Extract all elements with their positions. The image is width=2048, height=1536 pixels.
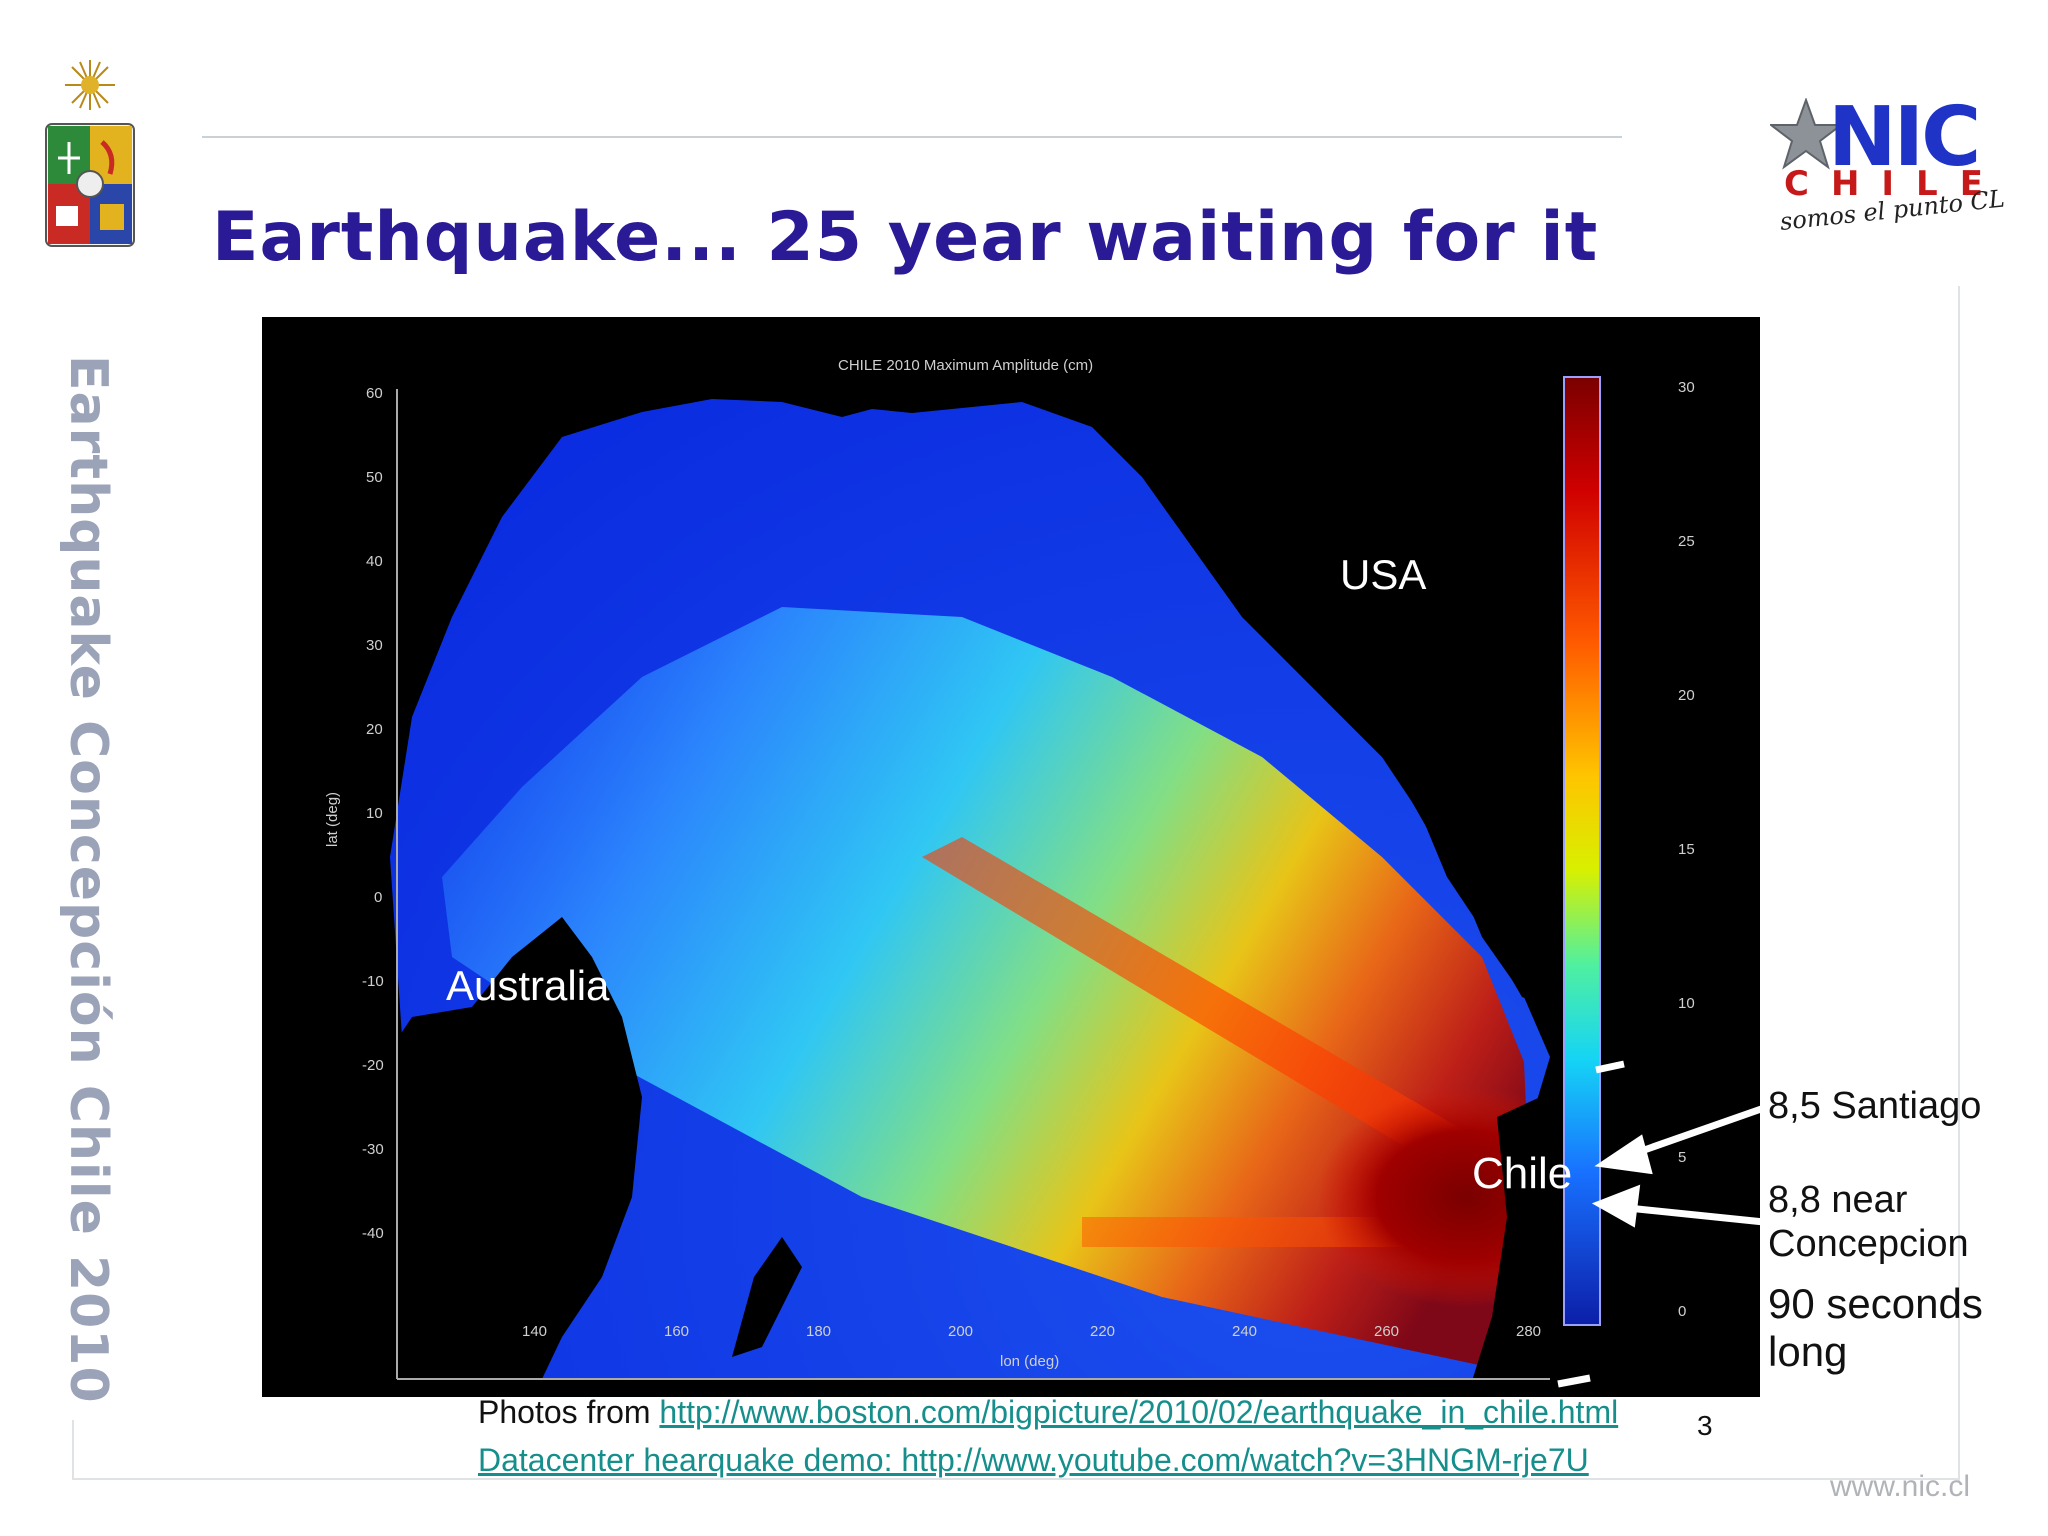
duration-line-2: long [1768,1328,1848,1375]
map-title: CHILE 2010 Maximum Amplitude (cm) [838,357,1094,374]
new-zealand [732,1237,802,1357]
site-url: www.nic.cl [1830,1470,1971,1503]
frame-right-rule [1958,286,1960,1482]
concepcion-line-1: 8,8 near [1768,1179,1908,1221]
lat-tick: -10 [362,973,384,990]
lon-tick: 200 [948,1323,974,1340]
frame-bottom-rule [72,1478,1960,1480]
colorbar-tick: 10 [1678,995,1695,1012]
chile-wordmark: CHILE [1784,164,2005,204]
header-rule [202,136,1622,138]
north-america [1142,427,1760,1077]
lat-tick: -20 [362,1057,384,1074]
tsunami-plume [442,607,1530,1367]
demo-credit: Datacenter hearquake demo: http://www.yo… [478,1442,1589,1479]
lon-tick: 160 [664,1323,690,1340]
lat-tick: 0 [374,889,383,906]
photos-prefix: Photos from [478,1394,660,1430]
australia-label: Australia [446,962,610,1009]
frame-left-rule [72,1420,74,1480]
map-graphic [367,376,1760,1397]
photos-credit: Photos from http://www.boston.com/bigpic… [478,1394,1618,1431]
usa-label: USA [1340,551,1427,598]
colorbar-tick: 20 [1678,687,1695,704]
lat-tick: 30 [366,637,383,654]
lon-tick: 240 [1232,1323,1258,1340]
lon-axis-label: lon (deg) [1000,1353,1060,1370]
lat-tick: 50 [366,469,383,486]
south-america [1467,1077,1760,1397]
lat-tick: 40 [366,553,383,570]
australia-landmass [367,917,642,1379]
colorbar-tick: 30 [1678,379,1695,396]
page-number: 3 [1697,1410,1713,1441]
lat-tick: 10 [366,805,383,822]
lon-tick: 260 [1374,1323,1400,1340]
lon-tick: 220 [1090,1323,1116,1340]
star-icon [1770,98,1842,170]
duration-line-1: 90 seconds [1768,1280,1983,1327]
nic-wordmark: NIC [1828,90,1981,185]
lon-tick: 280 [1516,1323,1542,1340]
santiago-annotation: 8,5 Santiago [1768,1085,1982,1127]
photos-link[interactable]: http://www.boston.com/bigpicture/2010/02… [659,1394,1619,1430]
lat-tick: 20 [366,721,383,738]
lon-tick: 140 [522,1323,548,1340]
nic-chile-logo: NIC CHILE somos el punto CL [1770,90,2006,256]
lat-axis-label: lat (deg) [324,791,341,847]
lat-tick: 60 [366,385,383,402]
colorbar-tick: 15 [1678,841,1695,858]
chile-label: Chile [1472,1149,1573,1198]
slide-title: Earthquake... 25 year waiting for it [212,198,1599,277]
university-crest-logo [45,60,135,247]
lat-tick: -30 [362,1141,384,1158]
side-label: Earthquake Concepción Chile 2010 [58,355,118,1404]
plume-streak [922,837,1492,1187]
colorbar-tick: 25 [1678,533,1695,550]
colorbar-tick: 5 [1678,1149,1687,1166]
tsunami-amplitude-map: CHILE 2010 Maximum Amplitude (cm) lat (d… [262,317,1760,1397]
duration-annotation: 90 seconds long [1768,1280,1983,1376]
demo-link[interactable]: Datacenter hearquake demo: http://www.yo… [478,1442,1589,1478]
lon-tick: 180 [806,1323,832,1340]
concepcion-line-2: Concepcion [1768,1223,1969,1265]
colorbar [1563,376,1601,1326]
lat-tick: -40 [362,1225,384,1242]
colorbar-tick: 0 [1678,1303,1687,1320]
concepcion-annotation: 8,8 near Concepcion [1768,1178,1969,1266]
